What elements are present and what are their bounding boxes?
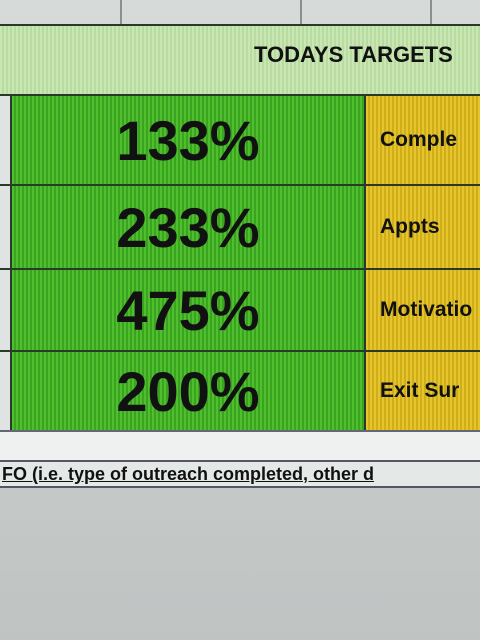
target-label-cell: Appts bbox=[364, 184, 480, 270]
target-label-cell: Motivatio bbox=[364, 268, 480, 352]
header-row bbox=[0, 24, 480, 96]
percent-cell: 233% bbox=[10, 184, 366, 270]
header-title: TODAYS TARGETS bbox=[254, 42, 453, 67]
percent-cell: 200% bbox=[10, 350, 366, 432]
grid-line bbox=[430, 0, 432, 24]
note-text: FO (i.e. type of outreach completed, oth… bbox=[2, 464, 375, 484]
target-label-cell: Exit Sur bbox=[364, 350, 480, 432]
note-row bbox=[0, 460, 480, 488]
percent-cell: 475% bbox=[10, 268, 366, 352]
percent-cell: 133% bbox=[10, 94, 366, 186]
target-label-cell: Comple bbox=[364, 94, 480, 186]
blank-row bbox=[0, 430, 480, 462]
grid-line bbox=[120, 0, 122, 24]
grid-line bbox=[300, 0, 302, 24]
